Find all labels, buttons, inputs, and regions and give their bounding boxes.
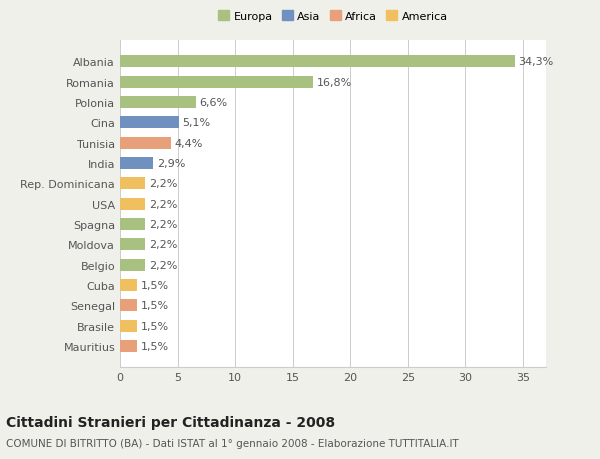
Bar: [120, 218, 145, 230]
Legend: Europa, Asia, Africa, America: Europa, Asia, Africa, America: [215, 8, 451, 25]
Text: 2,2%: 2,2%: [149, 179, 177, 189]
Bar: [120, 259, 145, 271]
Text: COMUNE DI BITRITTO (BA) - Dati ISTAT al 1° gennaio 2008 - Elaborazione TUTTITALI: COMUNE DI BITRITTO (BA) - Dati ISTAT al …: [6, 438, 459, 448]
Text: 1,5%: 1,5%: [141, 301, 169, 311]
Bar: [120, 239, 145, 251]
Text: 5,1%: 5,1%: [182, 118, 210, 128]
Bar: [120, 280, 137, 291]
Text: 2,2%: 2,2%: [149, 240, 177, 250]
Bar: [120, 56, 515, 68]
Bar: [120, 137, 170, 150]
Text: 2,2%: 2,2%: [149, 199, 177, 209]
Bar: [120, 340, 137, 353]
Text: 2,2%: 2,2%: [149, 219, 177, 230]
Text: 2,2%: 2,2%: [149, 260, 177, 270]
Text: 4,4%: 4,4%: [174, 139, 202, 148]
Text: 16,8%: 16,8%: [317, 78, 352, 88]
Text: 2,9%: 2,9%: [157, 159, 185, 168]
Text: Cittadini Stranieri per Cittadinanza - 2008: Cittadini Stranieri per Cittadinanza - 2…: [6, 415, 335, 429]
Bar: [120, 300, 137, 312]
Bar: [120, 97, 196, 109]
Text: 1,5%: 1,5%: [141, 341, 169, 351]
Bar: [120, 320, 137, 332]
Bar: [120, 198, 145, 210]
Text: 1,5%: 1,5%: [141, 280, 169, 291]
Text: 1,5%: 1,5%: [141, 321, 169, 331]
Text: 34,3%: 34,3%: [518, 57, 554, 67]
Bar: [120, 76, 313, 89]
Bar: [120, 157, 154, 170]
Bar: [120, 117, 179, 129]
Bar: [120, 178, 145, 190]
Text: 6,6%: 6,6%: [199, 98, 227, 108]
